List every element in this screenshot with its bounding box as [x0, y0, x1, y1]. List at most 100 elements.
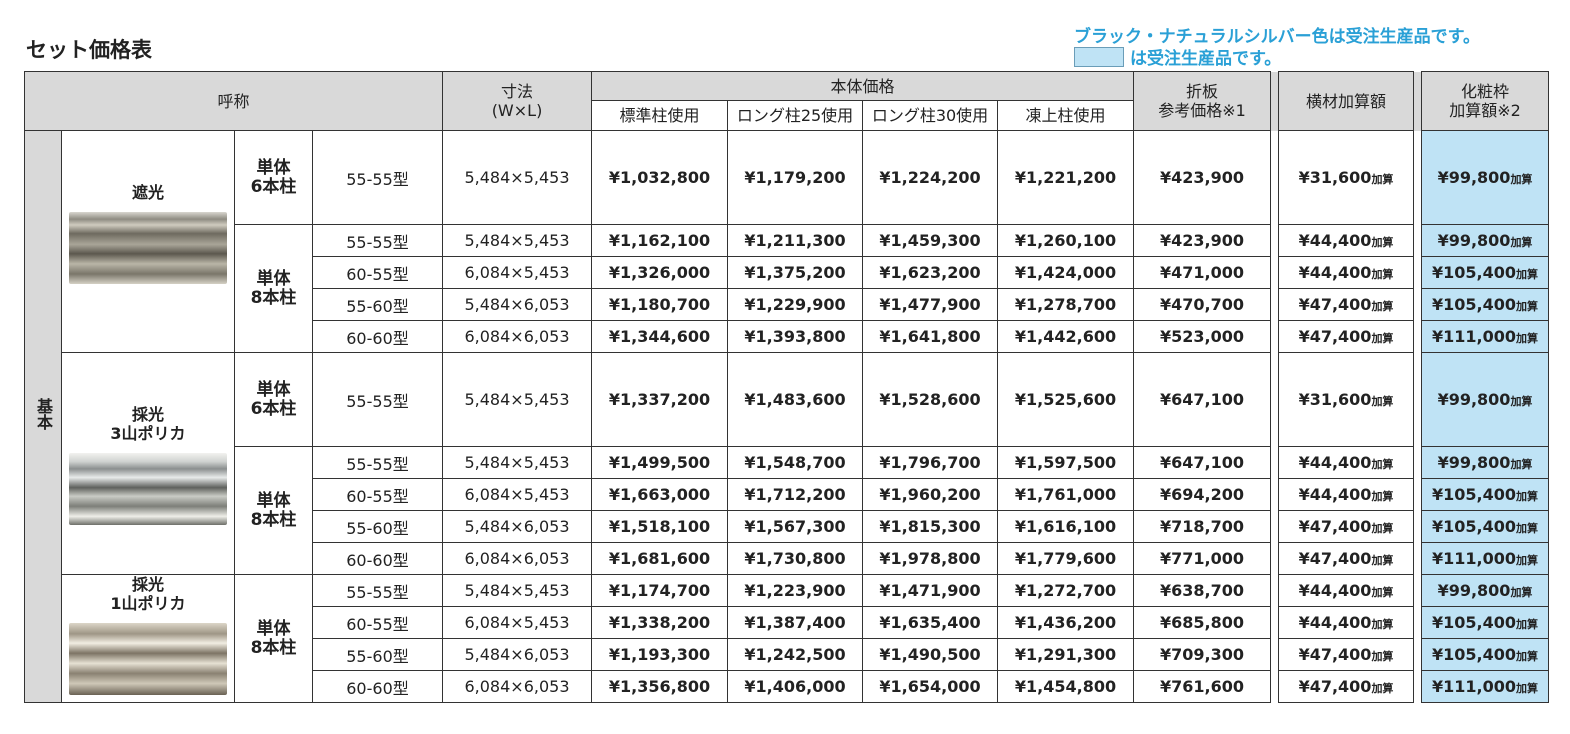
table-row: 基本 遮光 単体 6本柱 55-55型 5,484×5,453 ¥1,032,800 ¥1,1…: [24, 130, 1549, 703]
model-type: 55-60型: [312, 510, 443, 543]
price-long25: ¥1,387,400: [727, 606, 863, 639]
price-long30: ¥1,815,300: [862, 510, 998, 543]
price-cosmetic-frame: ¥111,000加算: [1421, 670, 1549, 703]
model-type: 55-55型: [312, 446, 443, 479]
price-cosmetic-frame: ¥99,800加算: [1421, 224, 1549, 257]
price-fold-reference: ¥709,300: [1133, 638, 1271, 671]
column-gap: [1413, 256, 1422, 289]
header-cross-member: 横材加算額: [1278, 71, 1414, 131]
price-cosmetic-frame: ¥99,800加算: [1421, 574, 1549, 607]
price-long30: ¥1,796,700: [862, 446, 998, 479]
price-long30: ¥1,641,800: [862, 320, 998, 353]
price-long25: ¥1,406,000: [727, 670, 863, 703]
price-long30: ¥1,960,200: [862, 478, 998, 511]
price-cross-member: ¥44,400加算: [1278, 478, 1414, 511]
price-frozen: ¥1,278,700: [997, 288, 1134, 321]
price-fold-reference: ¥423,900: [1133, 224, 1271, 257]
price-long25: ¥1,229,900: [727, 288, 863, 321]
column-gap: [1413, 670, 1422, 703]
price-cross-member: ¥47,400加算: [1278, 510, 1414, 543]
price-long25: ¥1,730,800: [727, 542, 863, 575]
column-gap: [1413, 478, 1422, 511]
table-row: 60-60型 6,084×6,053 ¥1,344,600 ¥1,393,800 ¥1,…: [25, 320, 1549, 353]
price-cross-member: ¥47,400加算: [1278, 638, 1414, 671]
price-standard: ¥1,663,000: [591, 478, 728, 511]
column-gap: [1413, 606, 1422, 639]
column-gap: [1270, 638, 1279, 671]
table-row: 60-60型 6,084×6,053 ¥1,356,800 ¥1,406,000 ¥1,…: [25, 670, 1549, 703]
header-size: 寸法 (W×L): [442, 71, 592, 131]
price-cross-member: ¥44,400加算: [1278, 574, 1414, 607]
column-gap: [1413, 638, 1422, 671]
price-standard: ¥1,162,100: [591, 224, 728, 257]
column-gap: [1270, 446, 1279, 479]
column-gap: [1270, 130, 1279, 225]
price-long30: ¥1,623,200: [862, 256, 998, 289]
group-label: 遮光: [131, 183, 164, 202]
model-type: 55-55型: [312, 224, 443, 257]
price-long25: ¥1,179,200: [727, 130, 863, 225]
price-cross-member: ¥44,400加算: [1278, 256, 1414, 289]
price-cosmetic-frame: ¥105,400加算: [1421, 256, 1549, 289]
price-cross-member: ¥47,400加算: [1278, 320, 1414, 353]
price-long30: ¥1,978,800: [862, 542, 998, 575]
price-frozen: ¥1,616,100: [997, 510, 1134, 543]
price-standard: ¥1,174,700: [591, 574, 728, 607]
table-row: 採光 1山ポリカ 単体 8本柱 55-55型 5,484×5,453 ¥1,174,700 ¥…: [25, 574, 1549, 703]
price-long30: ¥1,490,500: [862, 638, 998, 671]
dimensions: 6,084×6,053: [442, 542, 592, 575]
dimensions: 5,484×5,453: [442, 224, 592, 257]
price-long25: ¥1,211,300: [727, 224, 863, 257]
dimensions: 5,484×5,453: [442, 352, 592, 447]
column-gap: [1413, 224, 1422, 257]
price-long25: ¥1,483,600: [727, 352, 863, 447]
price-frozen: ¥1,272,700: [997, 574, 1134, 607]
model-type: 55-55型: [312, 352, 443, 447]
price-long25: ¥1,375,200: [727, 256, 863, 289]
product-group: 遮光: [61, 130, 235, 353]
price-cross-member: ¥44,400加算: [1278, 606, 1414, 639]
header-long30: ロング柱30使用: [862, 100, 998, 131]
price-long30: ¥1,471,900: [862, 574, 998, 607]
header-fold-price: 折板 参考価格※1: [1133, 71, 1271, 131]
price-fold-reference: ¥694,200: [1133, 478, 1271, 511]
pillar-unit: 単体 6本柱: [234, 130, 313, 225]
column-gap: [1270, 606, 1279, 639]
model-type: 55-60型: [312, 288, 443, 321]
column-gap: [1270, 352, 1279, 447]
price-standard: ¥1,338,200: [591, 606, 728, 639]
price-frozen: ¥1,436,200: [997, 606, 1134, 639]
price-long30: ¥1,224,200: [862, 130, 998, 225]
dimensions: 6,084×5,453: [442, 478, 592, 511]
header-standard: 標準柱使用: [591, 100, 728, 131]
header-body-price: 本体価格: [591, 71, 1134, 101]
header-name: 呼称: [24, 71, 443, 131]
dimensions: 6,084×5,453: [442, 606, 592, 639]
page-title: セット価格表: [26, 38, 152, 62]
column-gap: [1270, 542, 1279, 575]
price-long30: ¥1,654,000: [862, 670, 998, 703]
table-row: 採光 3山ポリカ 単体 6本柱 55-55型 5,484×5,453 ¥1,337,200 ¥…: [25, 352, 1549, 575]
price-standard: ¥1,337,200: [591, 352, 728, 447]
price-cross-member: ¥44,400加算: [1278, 224, 1414, 257]
price-standard: ¥1,193,300: [591, 638, 728, 671]
price-frozen: ¥1,260,100: [997, 224, 1134, 257]
column-gap: [1413, 71, 1422, 131]
column-gap: [1270, 288, 1279, 321]
header-long25: ロング柱25使用: [727, 100, 863, 131]
column-gap: [1270, 574, 1279, 607]
price-standard: ¥1,518,100: [591, 510, 728, 543]
price-cross-member: ¥44,400加算: [1278, 446, 1414, 479]
price-fold-reference: ¥647,100: [1133, 446, 1271, 479]
group-sublabel: 3山ポリカ: [110, 424, 186, 443]
group-label: 採光: [131, 405, 164, 424]
price-cosmetic-frame: ¥99,800加算: [1421, 352, 1549, 447]
price-long30: ¥1,528,600: [862, 352, 998, 447]
price-cross-member: ¥47,400加算: [1278, 288, 1414, 321]
price-fold-reference: ¥423,900: [1133, 130, 1271, 225]
price-fold-reference: ¥523,000: [1133, 320, 1271, 353]
price-cosmetic-frame: ¥99,800加算: [1421, 130, 1549, 225]
price-frozen: ¥1,597,500: [997, 446, 1134, 479]
column-gap: [1270, 478, 1279, 511]
product-group: 採光 3山ポリカ: [61, 352, 235, 575]
